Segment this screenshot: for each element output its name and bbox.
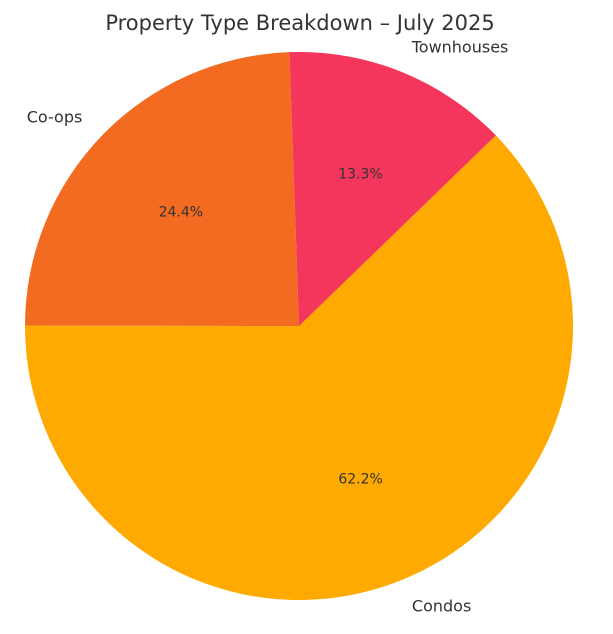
pie-slice-co-ops (25, 52, 300, 327)
pct-label-co-ops: 24.4% (159, 205, 203, 221)
pie-slices (25, 52, 573, 601)
slice-label-townhouses: Townhouses (411, 37, 509, 56)
pie-labels: 24.4% Co-ops 62.2% Condos 13.3% Townhouses (27, 37, 509, 615)
pie-slice-townhouses (289, 52, 496, 327)
slice-label-condos: Condos (412, 596, 471, 615)
pie-slice-condos (25, 135, 573, 601)
chart-title: Property Type Breakdown – July 2025 (105, 11, 494, 35)
pct-label-townhouses: 13.3% (338, 167, 382, 183)
pct-label-condos: 62.2% (338, 471, 382, 487)
slice-label-co-ops: Co-ops (27, 107, 83, 126)
